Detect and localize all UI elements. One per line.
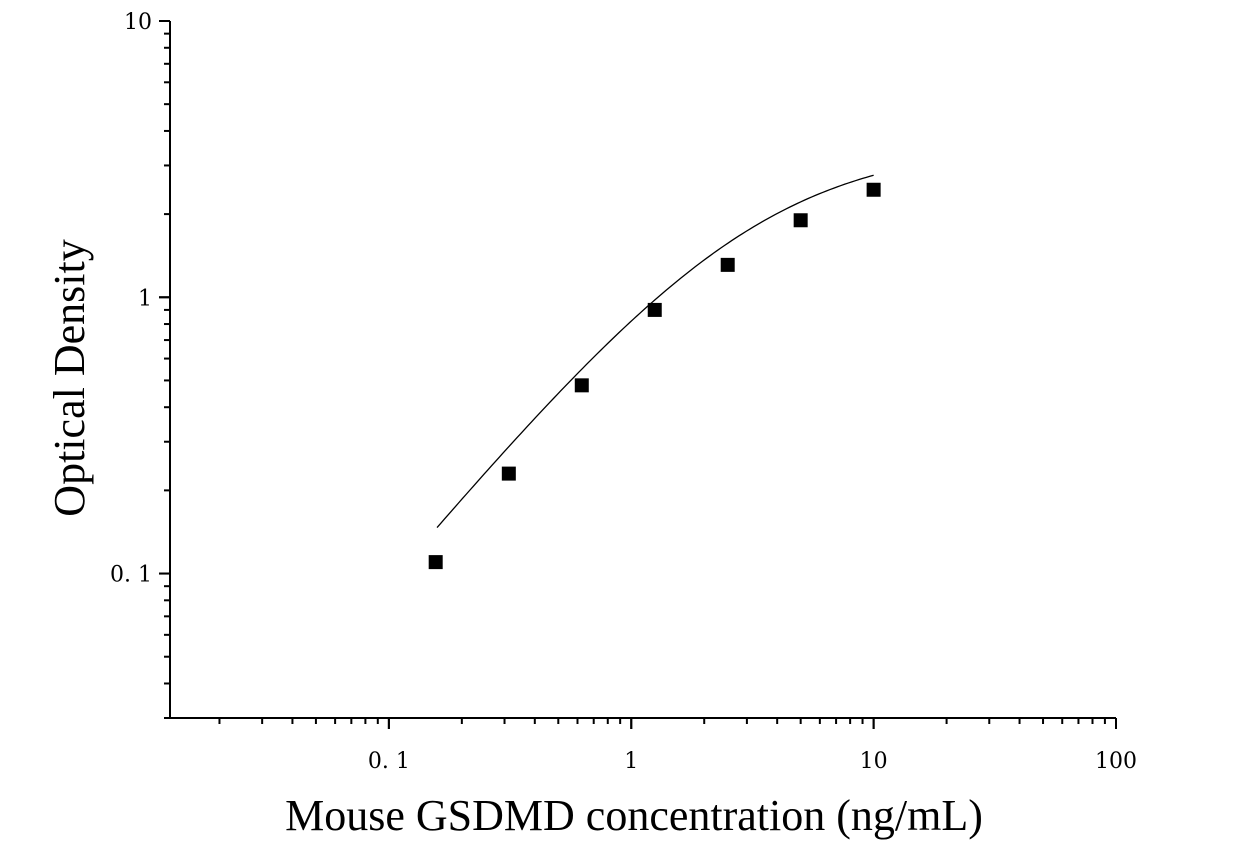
data-points: [428, 182, 881, 570]
y-axis-title: Optical Density: [45, 239, 94, 516]
data-point: [720, 257, 735, 272]
data-point: [501, 466, 516, 481]
axes: [169, 21, 1116, 719]
data-point: [866, 182, 881, 197]
x-axis-title: Mouse GSDMD concentration (ng/mL): [285, 791, 983, 840]
data-point: [647, 302, 662, 317]
y-axis-ticks: 0. 1 1 10: [110, 10, 170, 719]
x-tick-label: 1: [624, 749, 638, 774]
data-point: [574, 378, 589, 393]
x-tick-label: 0. 1: [368, 749, 410, 774]
y-tick-label: 1: [138, 286, 152, 311]
y-tick-label: 0. 1: [110, 563, 152, 588]
y-tick-label: 10: [124, 10, 152, 35]
data-point: [793, 213, 808, 228]
x-tick-label: 100: [1095, 749, 1137, 774]
x-axis-ticks: 0. 1 1 10 100: [218, 718, 1137, 774]
fit-curve-group: [436, 174, 874, 528]
data-point: [428, 555, 443, 570]
fit-curve: [436, 174, 874, 528]
x-tick-label: 10: [860, 749, 888, 774]
